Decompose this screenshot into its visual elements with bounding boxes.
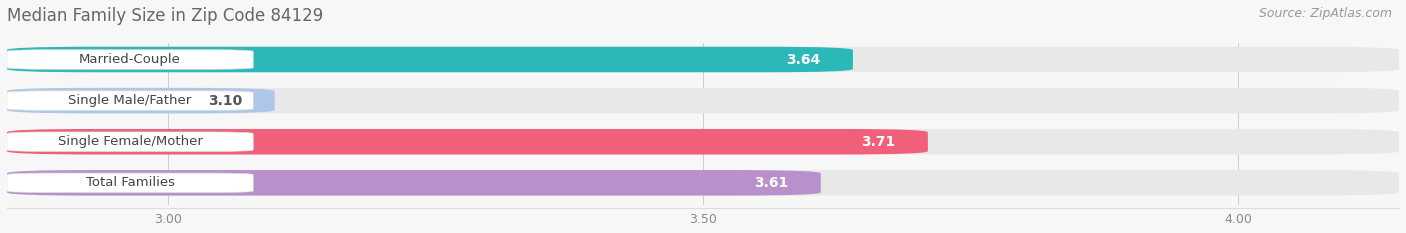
Text: Married-Couple: Married-Couple <box>79 53 181 66</box>
FancyBboxPatch shape <box>7 91 253 110</box>
Text: 3.71: 3.71 <box>862 135 896 149</box>
FancyBboxPatch shape <box>7 88 1399 113</box>
FancyBboxPatch shape <box>7 47 853 72</box>
FancyBboxPatch shape <box>7 50 253 69</box>
Text: 3.64: 3.64 <box>786 52 821 66</box>
FancyBboxPatch shape <box>7 170 821 195</box>
FancyBboxPatch shape <box>7 170 1399 195</box>
FancyBboxPatch shape <box>7 47 1399 72</box>
FancyBboxPatch shape <box>7 129 1399 154</box>
Text: Total Families: Total Families <box>86 176 174 189</box>
Text: Single Male/Father: Single Male/Father <box>69 94 191 107</box>
FancyBboxPatch shape <box>7 129 928 154</box>
Text: Source: ZipAtlas.com: Source: ZipAtlas.com <box>1258 7 1392 20</box>
Text: Median Family Size in Zip Code 84129: Median Family Size in Zip Code 84129 <box>7 7 323 25</box>
Text: Single Female/Mother: Single Female/Mother <box>58 135 202 148</box>
FancyBboxPatch shape <box>7 132 253 151</box>
FancyBboxPatch shape <box>7 88 274 113</box>
Text: 3.10: 3.10 <box>208 94 242 108</box>
Text: 3.61: 3.61 <box>755 176 789 190</box>
FancyBboxPatch shape <box>7 173 253 193</box>
